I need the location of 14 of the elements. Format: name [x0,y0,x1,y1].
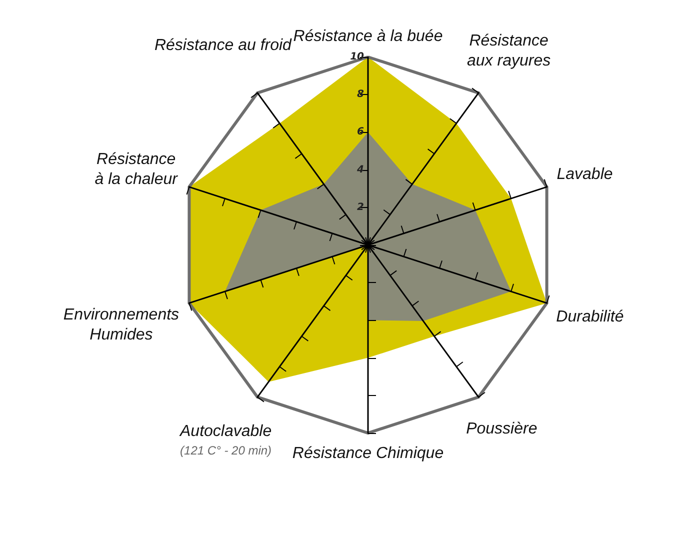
spoke-label: Résistance Chimique [292,445,444,462]
spoke-label: Lavable [556,166,613,184]
spoke-label: Résistance à la buée [293,28,443,45]
y-tick-label: 4 [356,164,364,176]
spoke-label: Environnements Humides [63,306,180,344]
spoke-label: Autoclavable (121 C° - 20 min) [178,423,272,458]
spoke-label: Résistance au froid [154,36,293,54]
y-tick-label: 6 [357,126,364,138]
spoke-label: Poussière [466,420,538,438]
spoke-label: Durabilité [556,308,624,326]
y-tick-label: 8 [357,89,364,100]
spoke-label: Résistance à la chaleur [94,151,178,188]
y-tick-label: 2 [357,202,364,213]
spoke-label: Résistance aux rayures [467,32,551,70]
